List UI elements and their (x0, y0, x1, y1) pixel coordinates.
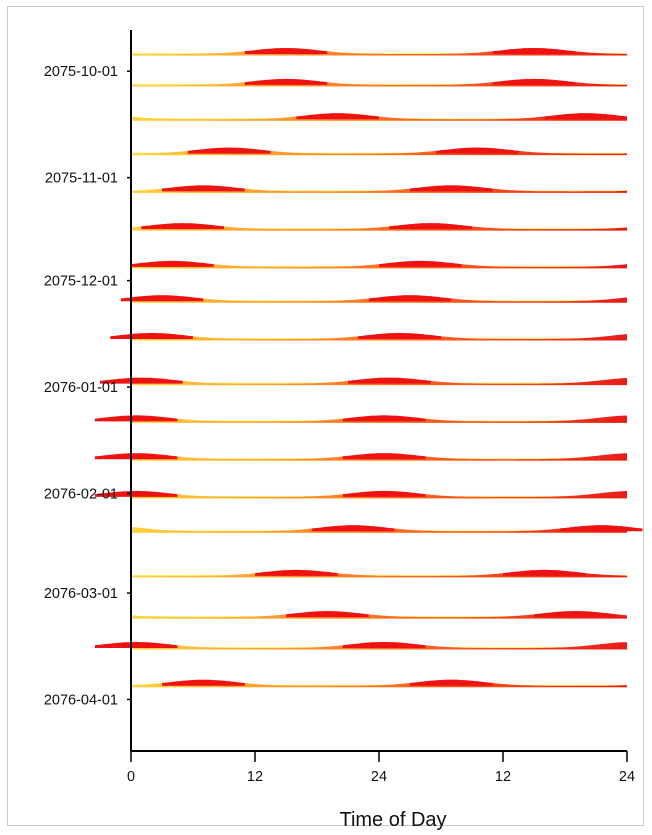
actogram-row (131, 223, 627, 231)
y-tick-label: 2076-04-01 (44, 693, 118, 709)
activity-peak (131, 260, 214, 267)
x-axis-ticks: 0 12 24 12 24 (127, 751, 635, 785)
activity-peak (255, 569, 338, 576)
actogram-row (94, 642, 627, 650)
activity-peak (100, 377, 183, 384)
actogram-row (131, 147, 627, 156)
actogram-row (131, 48, 627, 56)
y-tick-label: 2075-11-01 (45, 171, 118, 187)
y-tick-label: 2075-10-01 (44, 64, 118, 80)
activity-peak (389, 223, 472, 230)
activity-peak (342, 490, 426, 497)
activity-peak (379, 260, 462, 267)
activity-peak (244, 48, 328, 54)
x-axis-title: Time of Day (339, 809, 446, 831)
activity-peak (286, 611, 369, 618)
activity-peak (110, 333, 193, 339)
activity-peak (94, 415, 178, 422)
actogram-row (94, 490, 627, 499)
activity-peak (435, 147, 519, 154)
activity-peak (348, 377, 431, 384)
activity-peak (94, 490, 178, 497)
x-tick-label: 12 (495, 769, 511, 785)
activity-peak (187, 147, 271, 154)
actogram-row (131, 113, 627, 121)
actogram-row (94, 453, 627, 461)
actogram-row (94, 415, 627, 423)
activity-peak (492, 78, 576, 85)
actogram-row (100, 377, 627, 386)
activity-profile (131, 185, 627, 193)
activity-peak (94, 453, 178, 460)
activity-peak (342, 415, 426, 422)
actogram-row (131, 525, 643, 533)
activity-peak (162, 679, 245, 686)
actogram-row (131, 78, 627, 87)
activity-peak (342, 453, 426, 460)
activity-peak (358, 333, 441, 339)
activity-peak (244, 78, 328, 85)
activity-peak (544, 113, 627, 120)
actogram-row (131, 611, 627, 619)
y-axis-ticks: 2075-10-01 2075-11-01 2075-12-01 2076-01-01… (44, 64, 131, 709)
activity-profile (131, 223, 627, 231)
y-tick-label: 2076-02-01 (44, 487, 118, 503)
x-tick-label: 24 (371, 769, 387, 785)
activity-peak (368, 295, 452, 302)
actogram-row (131, 260, 627, 269)
actogram-row (120, 295, 627, 303)
activity-peak (141, 223, 224, 230)
actogram-row (131, 679, 627, 688)
y-tick-label: 2076-01-01 (44, 380, 118, 396)
x-tick-label: 0 (127, 769, 135, 785)
activity-peak (342, 642, 426, 648)
actogram-row (110, 333, 627, 341)
activity-profile (131, 611, 627, 619)
x-tick-label: 12 (247, 769, 263, 785)
plot-frame (7, 6, 644, 826)
activity-peak (94, 642, 178, 648)
x-tick-label: 24 (619, 769, 635, 785)
activity-peak (162, 185, 245, 192)
actogram-rows (94, 48, 643, 688)
y-tick-label: 2075-12-01 (44, 274, 118, 290)
activity-peak (410, 185, 493, 192)
activity-peak (296, 113, 379, 120)
activity-peak (492, 48, 576, 54)
activity-peak (410, 679, 493, 686)
activity-peak (120, 295, 204, 302)
activity-peak (311, 525, 395, 532)
actogram-row (131, 185, 627, 193)
activity-peak (559, 525, 643, 532)
y-tick-label: 2076-03-01 (44, 586, 118, 602)
activity-peak (503, 569, 586, 576)
actogram-row (131, 569, 627, 578)
activity-profile (131, 679, 627, 688)
activity-peak (534, 611, 617, 618)
